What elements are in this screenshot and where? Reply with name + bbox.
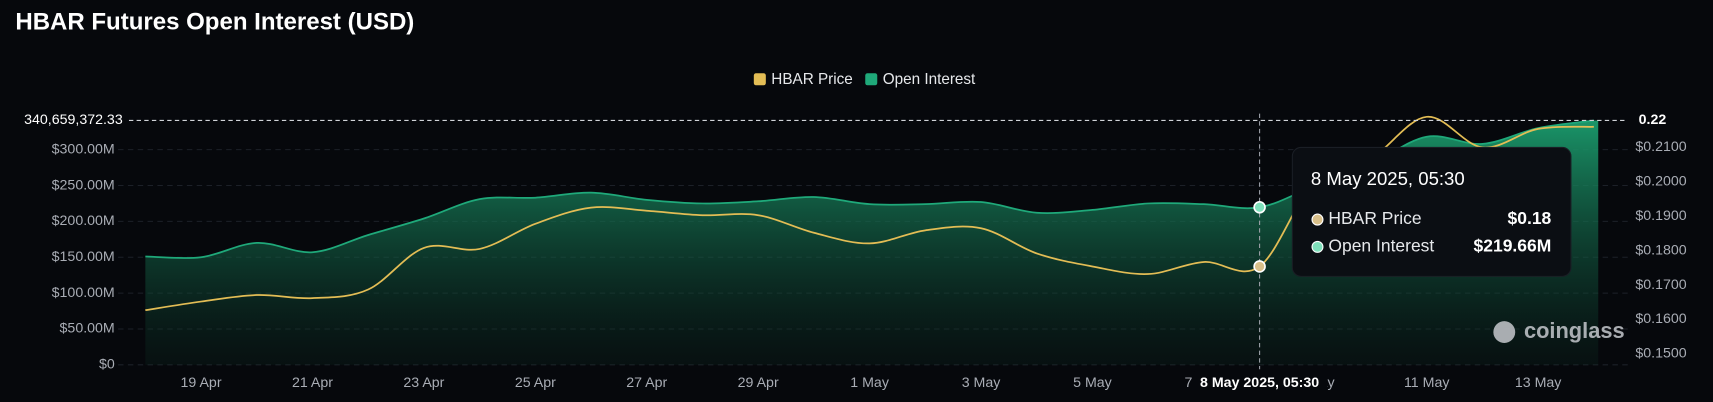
y-tick-label: $50.00M bbox=[60, 321, 115, 337]
chart-title: HBAR Futures Open Interest (USD) bbox=[15, 8, 414, 35]
x-tick-label: 29 Apr bbox=[738, 375, 779, 391]
crosshair-y2-box bbox=[1631, 109, 1671, 132]
x-tick-label: 1 May bbox=[850, 375, 890, 391]
y2-tick-label: $0.2000 bbox=[1635, 174, 1686, 190]
crosshair-y-box bbox=[15, 109, 125, 132]
crosshair-y2-label: 0.22 bbox=[1639, 112, 1667, 128]
hover-point bbox=[1253, 200, 1266, 214]
x-tick-label: 25 Apr bbox=[515, 375, 556, 391]
x-tick-label: 27 Apr bbox=[626, 375, 667, 391]
y2-tick-label: $0.2100 bbox=[1635, 139, 1686, 155]
y-tick-label: $200.00M bbox=[52, 213, 115, 229]
legend-swatch bbox=[865, 73, 878, 86]
x-tick-label: 21 Apr bbox=[292, 375, 333, 391]
tooltip-title: 8 May 2025, 05:30 bbox=[1311, 168, 1465, 189]
x-tick-label: 5 May bbox=[1073, 375, 1113, 391]
y-tick-label: $100.00M bbox=[52, 285, 115, 301]
crosshair-x-label: 8 May 2025, 05:30 bbox=[1200, 375, 1319, 391]
watermark: coinglass bbox=[1524, 318, 1625, 343]
tooltip-dot bbox=[1311, 213, 1324, 226]
hover-point bbox=[1253, 260, 1266, 273]
x-tick-label: 11 May bbox=[1404, 375, 1450, 391]
y2-tick-label: $0.1800 bbox=[1635, 242, 1686, 258]
x-tick-label: 3 May bbox=[962, 375, 1002, 391]
tooltip-value: $219.66M bbox=[1474, 235, 1552, 255]
tooltip-dot bbox=[1311, 240, 1324, 253]
tooltip-box bbox=[1291, 146, 1572, 277]
x-tick-label: 19 Apr bbox=[181, 375, 222, 391]
tooltip-value: $0.18 bbox=[1508, 208, 1552, 228]
y2-tick-label: $0.1700 bbox=[1635, 277, 1686, 293]
y-tick-label: $300.00M bbox=[52, 141, 115, 157]
legend-label: HBAR Price bbox=[771, 71, 853, 88]
y-tick-label: $150.00M bbox=[52, 249, 115, 265]
tooltip-name: Open Interest bbox=[1328, 235, 1434, 255]
x-tick-label: 13 May bbox=[1515, 375, 1562, 391]
y2-tick-label: $0.1600 bbox=[1635, 311, 1686, 327]
x-tick-label: 23 Apr bbox=[403, 375, 444, 391]
y2-tick-label: $0.1500 bbox=[1635, 346, 1686, 362]
tooltip-name: HBAR Price bbox=[1328, 208, 1421, 228]
crosshair-x-box bbox=[1194, 371, 1328, 396]
y2-tick-label: $0.1900 bbox=[1635, 208, 1686, 224]
legend-label: Open Interest bbox=[883, 71, 976, 88]
crosshair-y-label: 340,659,372.33 bbox=[24, 112, 123, 128]
y-tick-label: $0 bbox=[99, 357, 115, 373]
y-tick-label: $250.00M bbox=[52, 177, 115, 193]
watermark-icon bbox=[1493, 321, 1516, 344]
legend-swatch bbox=[753, 73, 766, 86]
